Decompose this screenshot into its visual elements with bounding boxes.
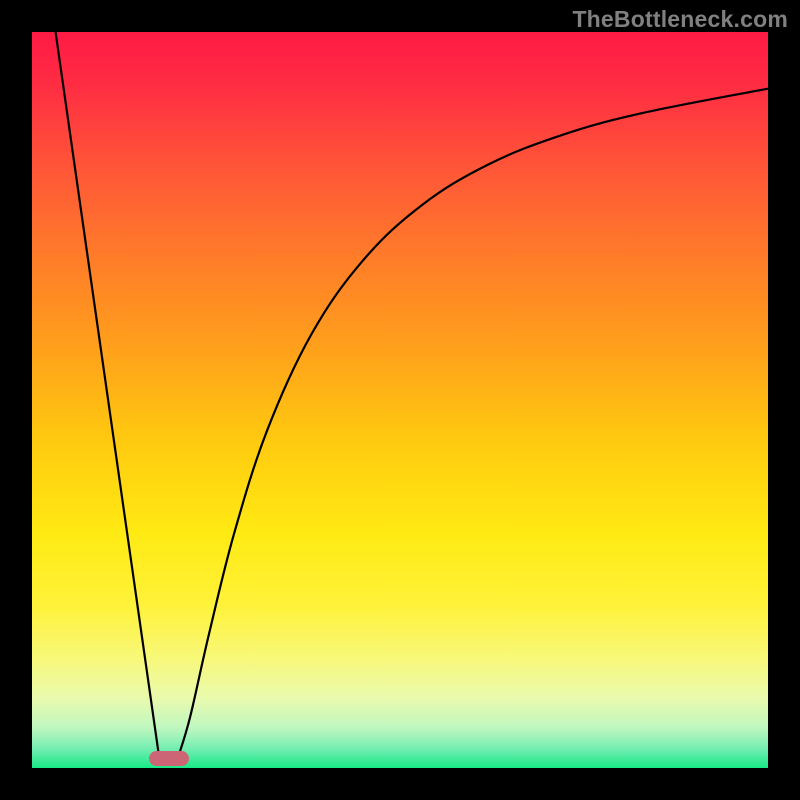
vertex-marker xyxy=(149,751,189,766)
watermark-text: TheBottleneck.com xyxy=(572,6,788,33)
line-right xyxy=(178,89,768,759)
curve-layer xyxy=(32,32,768,768)
line-left xyxy=(56,32,160,758)
plot-area xyxy=(32,32,768,768)
